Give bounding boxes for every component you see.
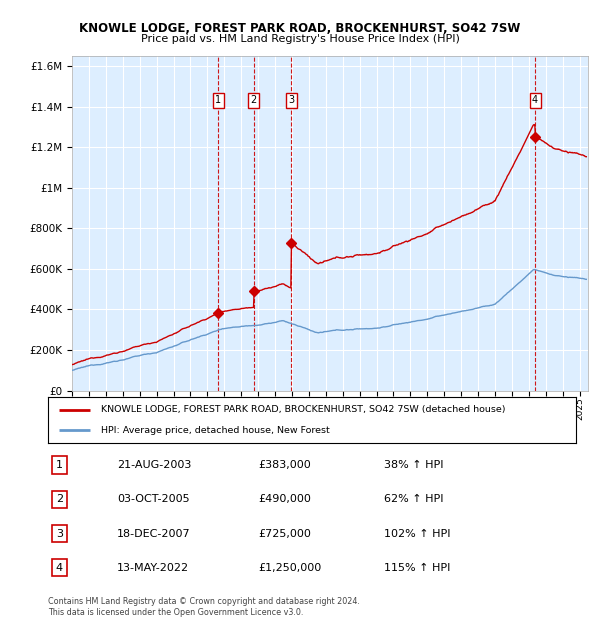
Text: 62% ↑ HPI: 62% ↑ HPI	[384, 494, 443, 505]
Text: £490,000: £490,000	[258, 494, 311, 505]
Text: 03-OCT-2005: 03-OCT-2005	[117, 494, 190, 505]
Text: 2: 2	[56, 494, 63, 505]
Text: £1,250,000: £1,250,000	[258, 562, 321, 573]
Text: Price paid vs. HM Land Registry's House Price Index (HPI): Price paid vs. HM Land Registry's House …	[140, 34, 460, 44]
Text: 2: 2	[251, 95, 257, 105]
Text: HPI: Average price, detached house, New Forest: HPI: Average price, detached house, New …	[101, 426, 329, 435]
Text: £725,000: £725,000	[258, 528, 311, 539]
Text: £383,000: £383,000	[258, 460, 311, 471]
Text: Contains HM Land Registry data © Crown copyright and database right 2024.
This d: Contains HM Land Registry data © Crown c…	[48, 598, 360, 617]
Text: KNOWLE LODGE, FOREST PARK ROAD, BROCKENHURST, SO42 7SW (detached house): KNOWLE LODGE, FOREST PARK ROAD, BROCKENH…	[101, 405, 505, 414]
Text: 102% ↑ HPI: 102% ↑ HPI	[384, 528, 451, 539]
Text: 115% ↑ HPI: 115% ↑ HPI	[384, 562, 451, 573]
Text: 1: 1	[215, 95, 221, 105]
Text: 18-DEC-2007: 18-DEC-2007	[117, 528, 191, 539]
Text: 13-MAY-2022: 13-MAY-2022	[117, 562, 189, 573]
Text: 21-AUG-2003: 21-AUG-2003	[117, 460, 191, 471]
Text: KNOWLE LODGE, FOREST PARK ROAD, BROCKENHURST, SO42 7SW: KNOWLE LODGE, FOREST PARK ROAD, BROCKENH…	[79, 22, 521, 35]
Text: 4: 4	[532, 95, 538, 105]
Text: 38% ↑ HPI: 38% ↑ HPI	[384, 460, 443, 471]
Text: 4: 4	[56, 562, 63, 573]
Text: 1: 1	[56, 460, 63, 471]
Text: 3: 3	[288, 95, 295, 105]
Text: 3: 3	[56, 528, 63, 539]
